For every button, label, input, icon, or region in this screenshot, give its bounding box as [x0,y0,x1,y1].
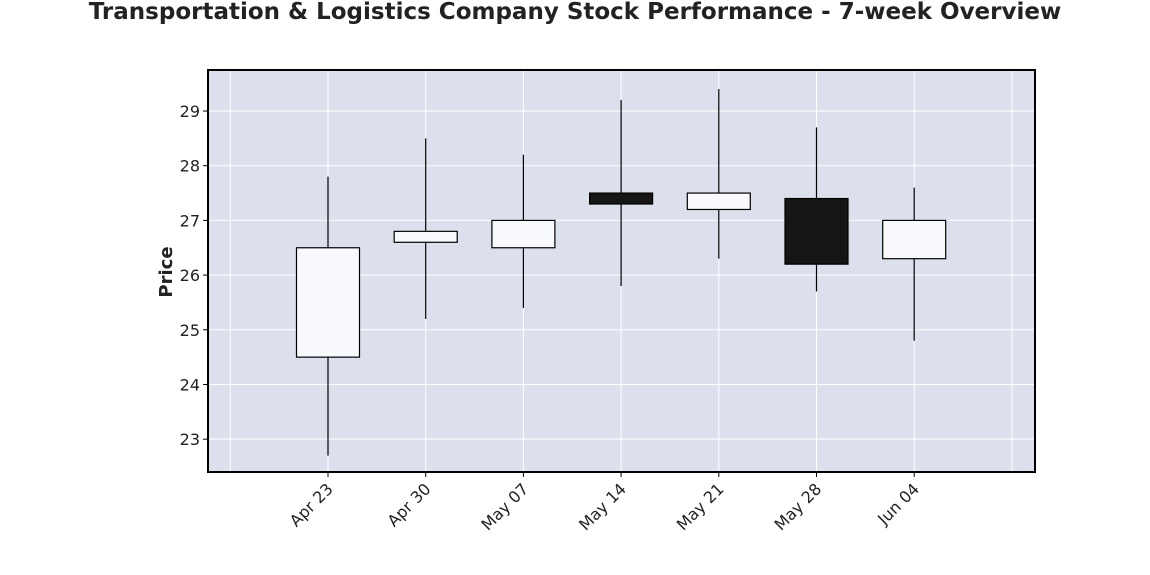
x-axis-ticks: Apr 23 Apr 30 May 07 May 14 May 21 May 28 Jun … [286,472,923,534]
y-tick-label: 26 [180,266,200,285]
y-tick-label: 25 [180,321,200,340]
y-tick-label: 24 [180,375,200,394]
y-tick-label: 23 [180,430,200,449]
candle-body [686,192,751,211]
candle [686,89,751,259]
y-axis-ticks: 23 24 25 26 27 28 29 [180,102,208,449]
x-tick-label: Apr 30 [384,479,435,530]
candle [588,100,654,287]
x-tick-label: May 28 [771,479,826,534]
candles [295,89,947,456]
candle-body [295,247,361,358]
candle-body [588,192,654,205]
y-tick-label: 27 [180,211,200,230]
candle-body [491,219,556,249]
candle [295,176,361,456]
candle-body [393,230,458,243]
y-tick-label: 29 [180,102,200,121]
x-tick-label: Jun 04 [873,479,923,529]
chart-title: Transportation & Logistics Company Stock… [89,0,1061,25]
candle-body [784,197,849,265]
candle [491,154,556,308]
x-tick-label: May 07 [477,479,532,534]
candle [784,127,849,292]
x-tick-label: Apr 23 [286,479,337,530]
y-axis-label: Price [156,246,177,297]
y-tick-label: 28 [180,157,200,176]
candle [882,187,947,341]
candle [393,138,458,319]
candle-body [882,219,947,260]
x-tick-label: May 21 [673,479,728,534]
x-tick-label: May 14 [575,479,630,534]
